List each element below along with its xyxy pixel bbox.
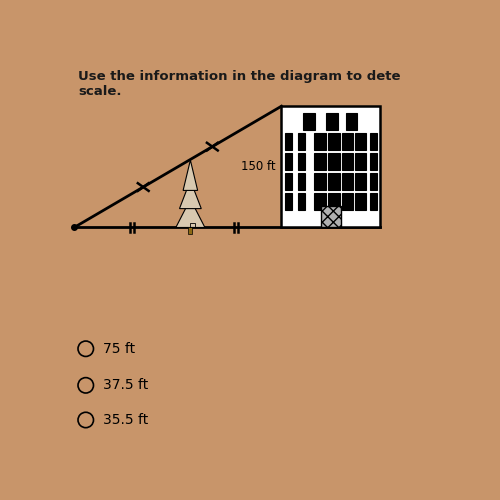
Text: 75 ft: 75 ft [103, 342, 136, 356]
FancyBboxPatch shape [282, 106, 380, 228]
Polygon shape [180, 180, 202, 208]
FancyBboxPatch shape [326, 113, 338, 130]
FancyBboxPatch shape [314, 153, 326, 170]
FancyBboxPatch shape [342, 153, 353, 170]
FancyBboxPatch shape [314, 133, 326, 150]
FancyBboxPatch shape [342, 133, 353, 150]
Polygon shape [183, 160, 198, 190]
FancyBboxPatch shape [328, 193, 340, 210]
FancyBboxPatch shape [298, 153, 305, 170]
FancyBboxPatch shape [286, 193, 292, 210]
FancyBboxPatch shape [328, 173, 340, 190]
FancyBboxPatch shape [303, 113, 315, 130]
FancyBboxPatch shape [298, 133, 305, 150]
FancyBboxPatch shape [321, 206, 341, 228]
Text: 150 ft: 150 ft [241, 160, 276, 173]
FancyBboxPatch shape [342, 193, 353, 210]
FancyBboxPatch shape [286, 173, 292, 190]
FancyBboxPatch shape [188, 228, 192, 234]
FancyBboxPatch shape [370, 193, 378, 210]
FancyBboxPatch shape [328, 153, 340, 170]
FancyBboxPatch shape [314, 173, 326, 190]
FancyBboxPatch shape [354, 153, 366, 170]
FancyBboxPatch shape [298, 173, 305, 190]
FancyBboxPatch shape [370, 173, 378, 190]
Polygon shape [176, 199, 205, 228]
FancyBboxPatch shape [354, 173, 366, 190]
FancyBboxPatch shape [370, 153, 378, 170]
Text: 35.5 ft: 35.5 ft [103, 413, 148, 427]
FancyBboxPatch shape [354, 133, 366, 150]
Text: scale.: scale. [78, 85, 122, 98]
FancyBboxPatch shape [286, 153, 292, 170]
FancyBboxPatch shape [328, 133, 340, 150]
FancyBboxPatch shape [346, 113, 358, 130]
FancyBboxPatch shape [314, 193, 326, 210]
FancyBboxPatch shape [298, 193, 305, 210]
FancyBboxPatch shape [342, 173, 353, 190]
FancyBboxPatch shape [286, 133, 292, 150]
Text: Use the information in the diagram to dete: Use the information in the diagram to de… [78, 70, 400, 82]
FancyBboxPatch shape [354, 193, 366, 210]
Text: 37.5 ft: 37.5 ft [103, 378, 148, 392]
FancyBboxPatch shape [370, 133, 378, 150]
